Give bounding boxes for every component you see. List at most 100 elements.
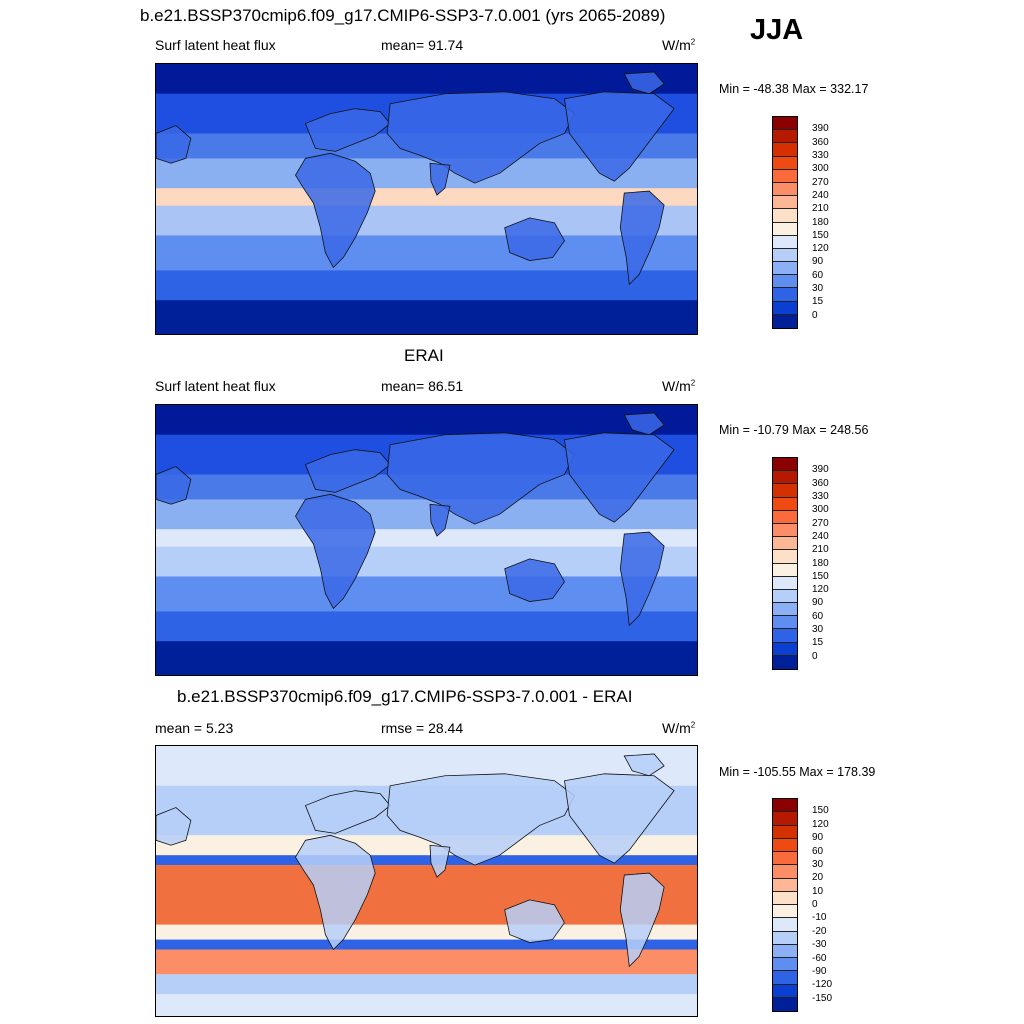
panel-2-colorbar bbox=[772, 457, 798, 670]
panel-3-mean-label: mean = 5.23 bbox=[155, 720, 234, 736]
map-coastline bbox=[623, 71, 665, 95]
panel-1-variable-label: Surf latent heat flux bbox=[155, 37, 276, 53]
panel-2-variable-label: Surf latent heat flux bbox=[155, 378, 276, 394]
colorbar-swatch bbox=[773, 563, 797, 577]
colorbar-swatch bbox=[773, 262, 797, 276]
colorbar-tick-label: 150 bbox=[812, 229, 829, 241]
colorbar-tick-label: 210 bbox=[812, 203, 829, 215]
colorbar-tick-label: 120 bbox=[812, 818, 829, 830]
colorbar-swatch bbox=[773, 288, 797, 302]
panel-3-colorbar bbox=[772, 798, 798, 1012]
map-coastline bbox=[619, 531, 665, 627]
colorbar-tick-label: 10 bbox=[812, 885, 824, 897]
colorbar-tick-label: 360 bbox=[812, 136, 829, 148]
map-coastline bbox=[304, 449, 391, 493]
map-coastline bbox=[386, 773, 575, 866]
colorbar-tick-label: -60 bbox=[812, 952, 827, 964]
colorbar-tick-label: 60 bbox=[812, 845, 824, 857]
colorbar-swatch bbox=[773, 799, 797, 813]
map-coastline bbox=[304, 790, 391, 834]
colorbar-swatch bbox=[773, 301, 797, 315]
panel-3-title: b.e21.BSSP370cmip6.f09_g17.CMIP6-SSP3-7.… bbox=[177, 687, 633, 706]
map-field-band bbox=[156, 924, 697, 940]
colorbar-tick-label: 300 bbox=[812, 163, 829, 175]
map-coastline bbox=[386, 432, 575, 525]
colorbar-swatch bbox=[773, 905, 797, 919]
colorbar-swatch bbox=[773, 918, 797, 932]
colorbar-tick-label: -120 bbox=[812, 979, 833, 991]
map-field-band bbox=[156, 300, 697, 334]
colorbar-tick-label: 360 bbox=[812, 477, 829, 489]
map-field-band bbox=[156, 865, 697, 925]
map-field-band bbox=[156, 939, 697, 950]
map-coastline bbox=[295, 834, 376, 951]
colorbar-swatch bbox=[773, 156, 797, 170]
map-coastline bbox=[564, 773, 675, 864]
colorbar-tick-label: -10 bbox=[812, 912, 827, 924]
colorbar-tick-label: 0 bbox=[812, 650, 818, 662]
colorbar-tick-label: 150 bbox=[812, 570, 829, 582]
map-coastline bbox=[504, 217, 565, 261]
colorbar-tick-label: 150 bbox=[812, 805, 829, 817]
colorbar-tick-label: 0 bbox=[812, 899, 818, 910]
colorbar-swatch bbox=[773, 510, 797, 524]
colorbar-swatch bbox=[773, 222, 797, 236]
panel-1-mean-label: mean= 91.74 bbox=[381, 37, 464, 53]
season-label: JJA bbox=[750, 14, 804, 46]
map-coastline bbox=[156, 807, 192, 846]
colorbar-swatch bbox=[773, 616, 797, 630]
colorbar-tick-label: 240 bbox=[812, 530, 829, 542]
colorbar-swatch bbox=[773, 196, 797, 210]
map-coastline bbox=[429, 162, 451, 196]
map-coastline bbox=[564, 91, 675, 182]
map-field-band bbox=[156, 611, 697, 642]
map-coastline bbox=[623, 412, 665, 436]
colorbar-tick-label: 30 bbox=[812, 858, 824, 870]
colorbar-swatch bbox=[773, 209, 797, 223]
colorbar-swatch bbox=[773, 852, 797, 866]
map-field-band bbox=[156, 64, 697, 94]
map-field-band bbox=[156, 235, 697, 271]
map-field-band bbox=[156, 205, 697, 236]
colorbar-tick-label: -20 bbox=[812, 925, 827, 937]
colorbar-swatch bbox=[773, 314, 797, 328]
map-coastline bbox=[295, 152, 376, 269]
colorbar-swatch bbox=[773, 655, 797, 669]
colorbar-tick-label: 390 bbox=[812, 123, 829, 135]
colorbar-tick-label: 330 bbox=[812, 490, 829, 502]
colorbar-tick-label: 270 bbox=[812, 517, 829, 529]
colorbar-tick-label: 30 bbox=[812, 283, 824, 295]
colorbar-tick-label: 90 bbox=[812, 597, 824, 609]
colorbar-swatch bbox=[773, 169, 797, 183]
map-field-band bbox=[156, 270, 697, 301]
map-field-band bbox=[156, 994, 697, 1016]
map-field-band bbox=[156, 855, 697, 866]
colorbar-swatch bbox=[773, 589, 797, 604]
colorbar-tick-label: -30 bbox=[812, 939, 827, 951]
colorbar-swatch bbox=[773, 865, 797, 879]
map-field-band bbox=[156, 835, 697, 856]
colorbar-swatch bbox=[773, 523, 797, 538]
colorbar-tick-label: 270 bbox=[812, 176, 829, 188]
colorbar-swatch bbox=[773, 958, 797, 972]
panel-1-map bbox=[155, 63, 698, 335]
colorbar-tick-label: 20 bbox=[812, 872, 824, 884]
colorbar-swatch bbox=[773, 117, 797, 131]
panel-1-title: b.e21.BSSP370cmip6.f09_g17.CMIP6-SSP3-7.… bbox=[140, 6, 666, 25]
colorbar-swatch bbox=[773, 471, 797, 485]
map-field-band bbox=[156, 546, 697, 577]
map-field-band bbox=[156, 641, 697, 675]
panel-1-map-svg bbox=[156, 64, 697, 334]
map-coastline bbox=[295, 493, 376, 610]
panel-3-minmax: Min = -105.55 Max = 178.39 bbox=[719, 765, 876, 779]
colorbar-tick-label: 90 bbox=[812, 832, 824, 844]
colorbar-swatch bbox=[773, 235, 797, 249]
colorbar-tick-label: 180 bbox=[812, 216, 829, 228]
colorbar-swatch bbox=[773, 825, 797, 839]
map-coastline bbox=[504, 558, 565, 602]
map-field-band bbox=[156, 974, 697, 995]
colorbar-tick-label: 240 bbox=[812, 189, 829, 201]
map-coastline bbox=[429, 844, 451, 878]
colorbar-swatch bbox=[773, 550, 797, 564]
colorbar-swatch bbox=[773, 497, 797, 511]
